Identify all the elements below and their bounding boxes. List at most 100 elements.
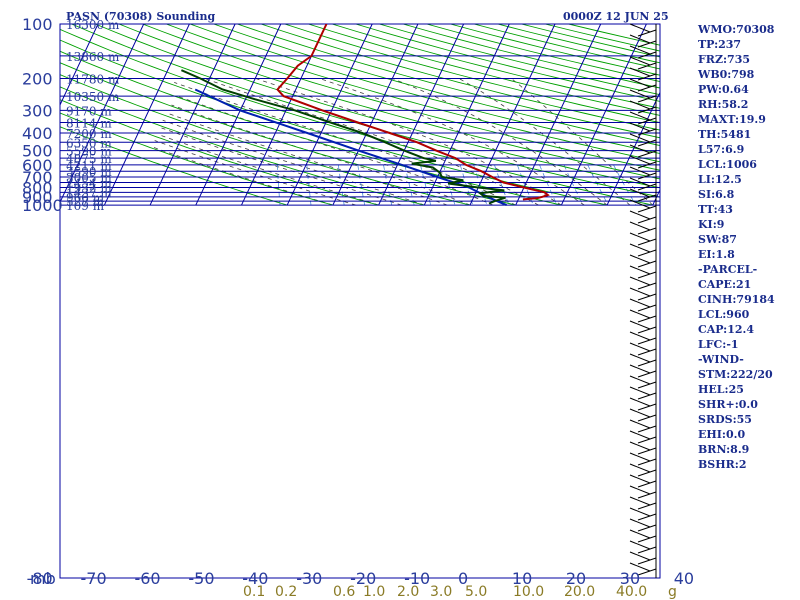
index-item: TH:5481 bbox=[698, 128, 752, 141]
wind-barb bbox=[637, 381, 657, 389]
wind-barb bbox=[637, 557, 657, 565]
wind-barb-flag bbox=[629, 111, 651, 121]
isotherm-line bbox=[515, 24, 602, 206]
height-label: 5590 m bbox=[66, 145, 112, 159]
pressure-label: 800 bbox=[22, 179, 53, 198]
wind-barb bbox=[637, 469, 657, 477]
wind-barb-flag bbox=[629, 309, 651, 319]
wind-barb-flag bbox=[629, 342, 651, 352]
wind-barb-flag bbox=[629, 551, 651, 561]
wind-barb-flag bbox=[629, 441, 651, 451]
temperature-line bbox=[276, 24, 550, 201]
mixing-ratio-label: 1.0 bbox=[363, 584, 385, 600]
pressure-label: 600 bbox=[22, 156, 53, 175]
wind-barb-flag bbox=[629, 67, 651, 77]
wind-barb-flag bbox=[629, 419, 651, 429]
pressure-label: 300 bbox=[22, 101, 53, 120]
isotherm-line bbox=[149, 24, 236, 206]
index-item: WMO:70308 bbox=[698, 23, 775, 36]
mixing-ratio-label: 20.0 bbox=[564, 584, 595, 600]
index-item: EI:1.8 bbox=[698, 248, 735, 261]
wind-barb-flag bbox=[629, 562, 651, 572]
height-label: 966 m bbox=[66, 191, 105, 205]
wind-barb bbox=[637, 249, 657, 257]
wind-barb-flag bbox=[629, 386, 651, 396]
temperature-tick-label: -50 bbox=[188, 569, 214, 588]
wind-barb-flag bbox=[629, 364, 651, 374]
index-item: -PARCEL- bbox=[698, 263, 758, 276]
isotherm-line bbox=[286, 24, 373, 206]
wind-barb bbox=[637, 128, 657, 136]
height-label: 4875 m bbox=[66, 152, 112, 166]
wind-barb-flag bbox=[629, 166, 651, 176]
chart-title-station: PASN (70308) Sounding bbox=[66, 10, 215, 23]
wind-barb bbox=[637, 40, 657, 48]
wind-barb bbox=[637, 271, 657, 279]
index-item: WB0:798 bbox=[698, 68, 755, 81]
pressure-label: 400 bbox=[22, 124, 53, 143]
index-item: LCL:1006 bbox=[698, 158, 757, 171]
wind-barb bbox=[637, 139, 657, 147]
wind-barb-flag bbox=[629, 540, 651, 550]
wind-barb-flag bbox=[629, 518, 651, 528]
index-item: LFC:-1 bbox=[698, 338, 739, 351]
mixing-ratio-label: 3.0 bbox=[430, 584, 452, 600]
mixing-ratio-line bbox=[443, 164, 456, 206]
height-label: 109 m bbox=[66, 199, 105, 213]
mixing-ratio-label: 5.0 bbox=[465, 584, 487, 600]
height-label: 1932 m bbox=[66, 182, 112, 196]
wind-barb-flag bbox=[629, 199, 651, 209]
mixing-ratio-label: 40.0 bbox=[616, 584, 647, 600]
index-item: SI:6.8 bbox=[698, 188, 735, 201]
mixing-ratio-labels: 0.1 0.2 0.6 1.0 2.0 3.0 5.0 10.0 20.0 40.0 g bbox=[243, 584, 677, 600]
wind-barb-flag bbox=[629, 210, 651, 220]
mixing-ratio-label: 0.2 bbox=[275, 584, 297, 600]
wind-barb bbox=[637, 546, 657, 554]
height-label: 9170 m bbox=[66, 104, 112, 118]
wind-barb bbox=[637, 106, 657, 114]
mixing-ratio-label: 0.6 bbox=[333, 584, 355, 600]
wind-barb bbox=[637, 238, 657, 246]
height-label: 11780 m bbox=[66, 73, 120, 87]
wind-barb-flag bbox=[629, 122, 651, 132]
wind-barb bbox=[637, 491, 657, 499]
index-item: CINH:79184 bbox=[698, 293, 775, 306]
wind-barb-flag bbox=[629, 353, 651, 363]
wind-barb-flag bbox=[629, 375, 651, 385]
indices-panel: WMO:70308 TP:237 FRZ:735 WB0:798 PW:0.64 RH:5… bbox=[698, 22, 775, 472]
index-item: EHI:0.0 bbox=[698, 428, 746, 441]
wind-barb bbox=[637, 436, 657, 444]
isotherm-line bbox=[423, 24, 510, 206]
wind-barb-flag bbox=[629, 232, 651, 242]
wind-barb-flag bbox=[629, 133, 651, 143]
wind-barb bbox=[637, 84, 657, 92]
wind-barb-flag bbox=[629, 34, 651, 44]
wind-barb-flag bbox=[629, 397, 651, 407]
index-item: PW:0.64 bbox=[698, 83, 749, 96]
wind-barb-flag bbox=[629, 298, 651, 308]
wind-barb-flag bbox=[629, 89, 651, 99]
moist-adiabat-line bbox=[174, 82, 516, 206]
mixing-ratio-label: 2.0 bbox=[397, 584, 419, 600]
wind-barb bbox=[637, 392, 657, 400]
temperature-labels: -80 -70 -60 -50 -40 -30 -20 -10 0 10 20 30 40 bbox=[27, 569, 694, 588]
height-label: 3005 m bbox=[66, 171, 112, 185]
moist-adiabat-line bbox=[458, 78, 631, 206]
wind-barb-flag bbox=[629, 320, 651, 330]
height-label: 10350 m bbox=[66, 90, 120, 104]
wind-barb-flag bbox=[629, 265, 651, 275]
height-label: 16300 m bbox=[66, 18, 120, 32]
wind-barb bbox=[637, 458, 657, 466]
wind-barbs bbox=[629, 23, 657, 578]
wind-barb-flag bbox=[629, 56, 651, 66]
mixing-ratio-unit-label: g bbox=[668, 584, 677, 600]
wind-barb bbox=[637, 205, 657, 213]
wind-barb-flag bbox=[629, 155, 651, 165]
moist-adiabat-line bbox=[166, 112, 448, 206]
temperature-tick-label: -70 bbox=[81, 569, 107, 588]
isotherm-line bbox=[332, 24, 419, 206]
wind-barb-flag bbox=[629, 452, 651, 462]
wind-barb bbox=[637, 51, 657, 59]
temperature-tick-label: -30 bbox=[296, 569, 322, 588]
index-item: -WIND- bbox=[698, 353, 744, 366]
